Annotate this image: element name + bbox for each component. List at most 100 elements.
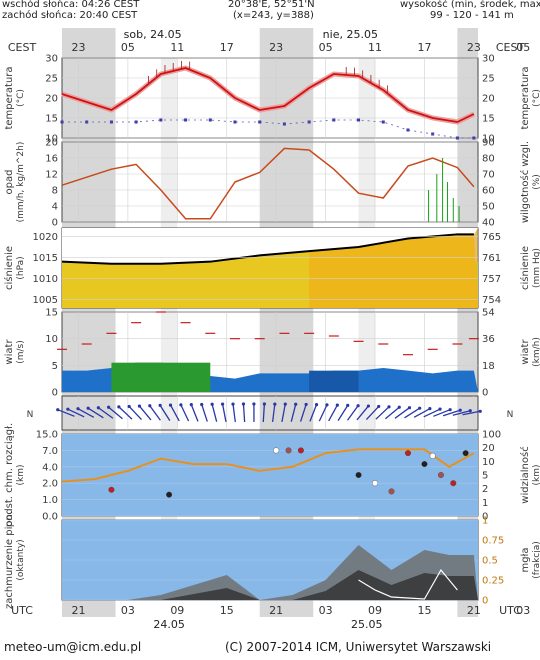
hour-label-bottom: 21 [71, 604, 85, 617]
wind-direction-arrow [281, 404, 286, 422]
copyright-notice: (C) 2007-2014 ICM, Uniwersytet Warszawsk… [225, 640, 492, 654]
axis-title: widzialność [519, 446, 531, 503]
axis-title: zachmurzenie pion. [4, 511, 15, 609]
y-tick-label-right: 18 [482, 361, 495, 372]
wind-direction-arrow [346, 405, 359, 421]
y-tick-label-right: 70 [482, 170, 495, 181]
wind-direction-arrow [108, 406, 123, 420]
axis-unit: (oktanty) [16, 539, 26, 580]
cloud-marker [273, 447, 280, 454]
dewpoint-point [159, 118, 163, 122]
y-tick-label-right: 25 [482, 74, 495, 85]
day-label-bottom: 24.05 [153, 618, 185, 631]
day-label-top: sob, 24.05 [124, 28, 182, 41]
axis-title-group: mgła (frakcja) [520, 541, 540, 579]
y-tick-label-left: 0.0 [42, 512, 58, 523]
y-tick-label-right: 40 [482, 218, 495, 229]
wind-direction-head [96, 406, 100, 410]
wind-direction-arrow [452, 410, 471, 416]
axis-unit: (km) [532, 464, 540, 485]
cloud-marker [437, 472, 444, 479]
y-tick-label-left: 12 [45, 170, 58, 181]
wind-direction-head [325, 403, 329, 407]
hour-label-top: 05 [319, 41, 333, 54]
dewpoint-point [357, 118, 361, 122]
wind-direction-arrow [290, 404, 297, 422]
wind-direction-arrow [201, 404, 208, 422]
y-tick-label-right: 36 [482, 334, 495, 345]
wind-direction-arrow [128, 406, 142, 420]
hour-label-bottom: 15 [220, 604, 234, 617]
dewpoint-line [62, 119, 474, 139]
axis-unit: (mm Hg) [532, 248, 540, 288]
wind-direction-arrow [318, 404, 328, 422]
wind-direction-head [397, 405, 401, 409]
humidity-line [61, 147, 475, 220]
hour-label-top: 17 [417, 41, 431, 54]
visibility-line [61, 448, 475, 483]
axis-title-group: wiatr (m/s) [4, 339, 26, 365]
wind-direction-head [106, 405, 111, 409]
axis-title: ciśnienie [519, 246, 531, 290]
axis-unit: (%) [532, 174, 540, 190]
y-tick-label-left: 7.0 [42, 446, 58, 457]
wind-direction-head [438, 407, 442, 411]
hour-label-top: 17 [220, 41, 234, 54]
wind-direction-arrow [159, 405, 171, 421]
wind-direction-head [189, 403, 193, 407]
axis-unit: (mm/h, kg/m^2h) [16, 142, 26, 223]
axis-title: wiatr [520, 339, 531, 365]
y-tick-label-right: 757 [482, 274, 501, 285]
y-tick-label-left: 25 [45, 74, 58, 85]
wind-direction-arrow [299, 404, 307, 422]
y-tick-label-left: 2.0 [42, 479, 58, 490]
wind-direction-arrow [118, 406, 133, 420]
contact-email[interactable]: meteo-um@icm.edu.pl [4, 640, 142, 654]
wind-direction-head [356, 404, 360, 408]
y-tick-label-left: 0 [52, 218, 58, 229]
axis-title: ciśnienie [3, 246, 15, 290]
wind-direction-arrow [384, 406, 400, 420]
wind-direction-arrow [211, 404, 218, 422]
wind-direction-arrow [413, 408, 431, 418]
wind-direction-head [335, 403, 339, 407]
hour-label-top: 23 [467, 41, 481, 54]
y-tick-label-right: 10 [482, 134, 495, 145]
timezone-right: CEST [496, 41, 525, 54]
dewpoint-point [208, 118, 212, 122]
dewpoint-point [381, 120, 385, 124]
axis-unit: (km) [16, 464, 26, 485]
grid-point-label: (x=243, y=388) [233, 10, 314, 21]
cloud-marker [388, 488, 395, 495]
y-tick-label-right: 30 [482, 54, 495, 65]
y-tick-label-right: 15 [482, 114, 495, 125]
wind-area-green [111, 362, 211, 392]
wind-direction-head [314, 403, 319, 407]
hour-label-bottom: 03 [121, 604, 135, 617]
wind-direction-arrow [404, 407, 421, 419]
axis-unit: (frakcja) [532, 541, 540, 579]
wind-direction-head [86, 406, 90, 410]
wind-direction-head [127, 404, 131, 409]
y-tick-label-left: 1020 [33, 232, 58, 243]
compass-label: N [507, 410, 514, 420]
temperature-line [61, 67, 475, 123]
wind-direction-arrow [190, 404, 199, 422]
y-tick-label-left: 15 [45, 114, 58, 125]
wind-direction-head [294, 402, 298, 406]
y-tick-label-right: 0.25 [482, 576, 504, 587]
y-tick-label-right: 2 [482, 484, 488, 495]
y-tick-label-right: 90 [482, 138, 495, 149]
axis-title-group: temperatura (°C) [520, 66, 540, 129]
dewpoint-point [134, 120, 138, 124]
day-label-top: nie, 25.05 [323, 28, 378, 41]
wind-direction-head [273, 402, 277, 406]
night-band [62, 28, 116, 617]
hour-label-top: 05 [516, 41, 530, 54]
wind-direction-arrow [462, 410, 481, 416]
wind-direction-head [66, 407, 70, 411]
y-tick-label-right: 60 [482, 186, 495, 197]
y-tick-label-right: 54 [482, 308, 495, 319]
compass-label: N [27, 410, 34, 420]
